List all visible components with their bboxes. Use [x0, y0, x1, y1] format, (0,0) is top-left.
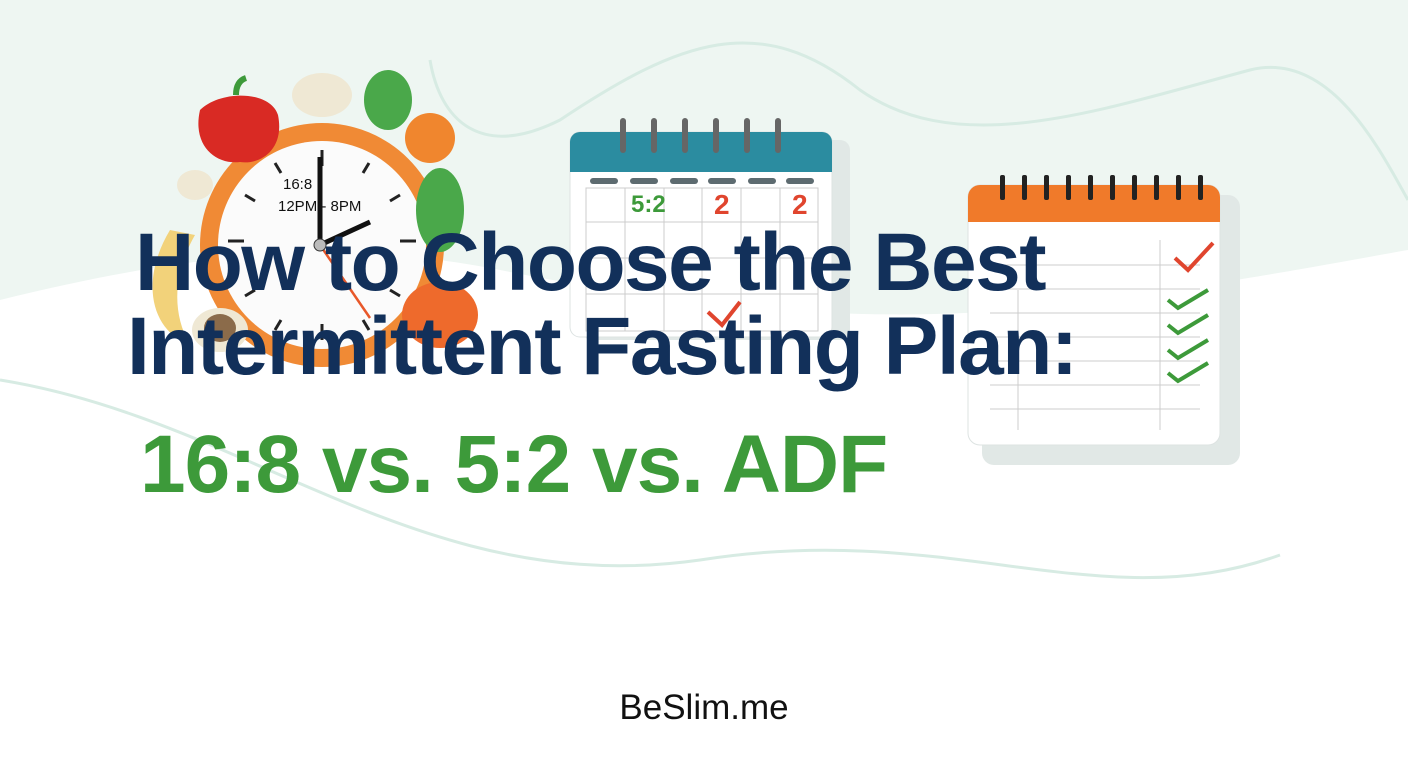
title-line-2: Intermittent Fasting Plan: — [127, 301, 1078, 392]
subtitle: 16:8 vs. 5:2 vs. ADF — [140, 419, 888, 510]
clock-label: 16:8 — [283, 176, 313, 193]
spinach-icon — [364, 70, 464, 252]
clock-icon — [200, 123, 444, 367]
carrot-icon — [402, 282, 478, 348]
orange-icon — [405, 113, 455, 163]
bell-pepper-icon — [198, 75, 280, 163]
clock-window: 12PM - 8PM — [278, 198, 362, 215]
brand-name: BeSlim.me — [619, 688, 789, 727]
page-title: How to Choose the Best Intermittent Fast… — [127, 217, 1078, 388]
title-line-1: How to Choose the Best — [135, 217, 1047, 308]
mushroom-icon — [177, 73, 352, 352]
checklist-icon — [967, 175, 1240, 465]
calendar-mark-1: 2 — [714, 189, 730, 220]
banana-icon — [152, 230, 195, 345]
calendar-icon — [569, 118, 850, 340]
calendar-mark-5-2: 5:2 — [631, 191, 666, 218]
calendar-mark-2: 2 — [792, 189, 808, 220]
